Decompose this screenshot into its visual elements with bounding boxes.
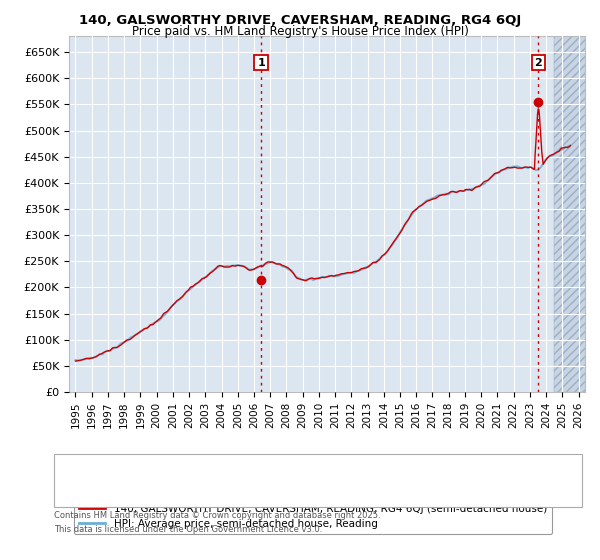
Text: 1: 1 (257, 58, 265, 68)
Text: £215,000: £215,000 (228, 464, 277, 474)
Bar (554, 36, 587, 392)
Text: 1: 1 (65, 464, 73, 474)
Text: 30% ↑ HPI: 30% ↑ HPI (360, 488, 415, 498)
Bar (554, 36, 587, 392)
Text: 2: 2 (535, 58, 542, 68)
Text: 12-JUL-2023: 12-JUL-2023 (93, 488, 157, 498)
Text: This data is licensed under the Open Government Licence v3.0.: This data is licensed under the Open Gov… (54, 525, 322, 534)
Text: 140, GALSWORTHY DRIVE, CAVERSHAM, READING, RG4 6QJ: 140, GALSWORTHY DRIVE, CAVERSHAM, READIN… (79, 14, 521, 27)
Text: 2% ↓ HPI: 2% ↓ HPI (360, 464, 409, 474)
Text: Price paid vs. HM Land Registry's House Price Index (HPI): Price paid vs. HM Land Registry's House … (131, 25, 469, 38)
Legend: 140, GALSWORTHY DRIVE, CAVERSHAM, READING, RG4 6QJ (semi-detached house), HPI: A: 140, GALSWORTHY DRIVE, CAVERSHAM, READIN… (74, 498, 552, 534)
Text: 2: 2 (65, 488, 73, 498)
Text: £555,000: £555,000 (228, 488, 277, 498)
Text: Contains HM Land Registry data © Crown copyright and database right 2025.: Contains HM Land Registry data © Crown c… (54, 511, 380, 520)
Text: 05-JUN-2006: 05-JUN-2006 (93, 464, 159, 474)
